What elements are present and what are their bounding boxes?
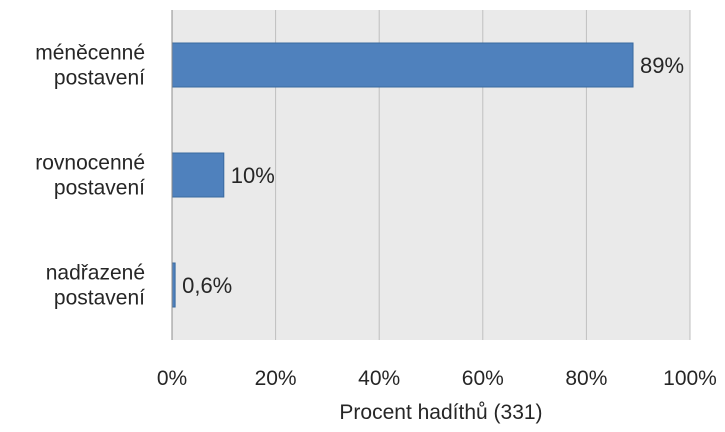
- bar: [171, 152, 225, 198]
- category-label-line: nadřazené: [46, 262, 145, 285]
- x-axis-title: Procent hadíthů (331): [339, 401, 542, 424]
- category-label-line: rovnocenné: [35, 152, 145, 175]
- category-label: rovnocenné postavení: [35, 152, 145, 200]
- category-label: méněcenné postavení: [35, 42, 145, 90]
- x-tick-label: 80%: [565, 367, 607, 390]
- x-tick-label: 40%: [358, 367, 400, 390]
- data-label: 0,6%: [182, 273, 232, 298]
- x-tick-label: 100%: [663, 367, 717, 390]
- category-label-line: postavení: [54, 67, 145, 90]
- x-tick-label: 20%: [255, 367, 297, 390]
- category-label-line: méněcenné: [35, 42, 145, 65]
- category-label-line: postavení: [54, 177, 145, 200]
- category-label-line: postavení: [54, 287, 145, 310]
- x-tick-label: 60%: [462, 367, 504, 390]
- data-label: 89%: [640, 53, 684, 78]
- x-tick-label: 0%: [157, 367, 187, 390]
- data-labels: 89% 10% 0,6%: [182, 53, 684, 298]
- category-label: nadřazené postavení: [46, 262, 145, 310]
- data-label: 10%: [231, 163, 275, 188]
- bar: [171, 42, 634, 88]
- x-tick-labels: 0% 20% 40% 60% 80% 100%: [157, 367, 717, 390]
